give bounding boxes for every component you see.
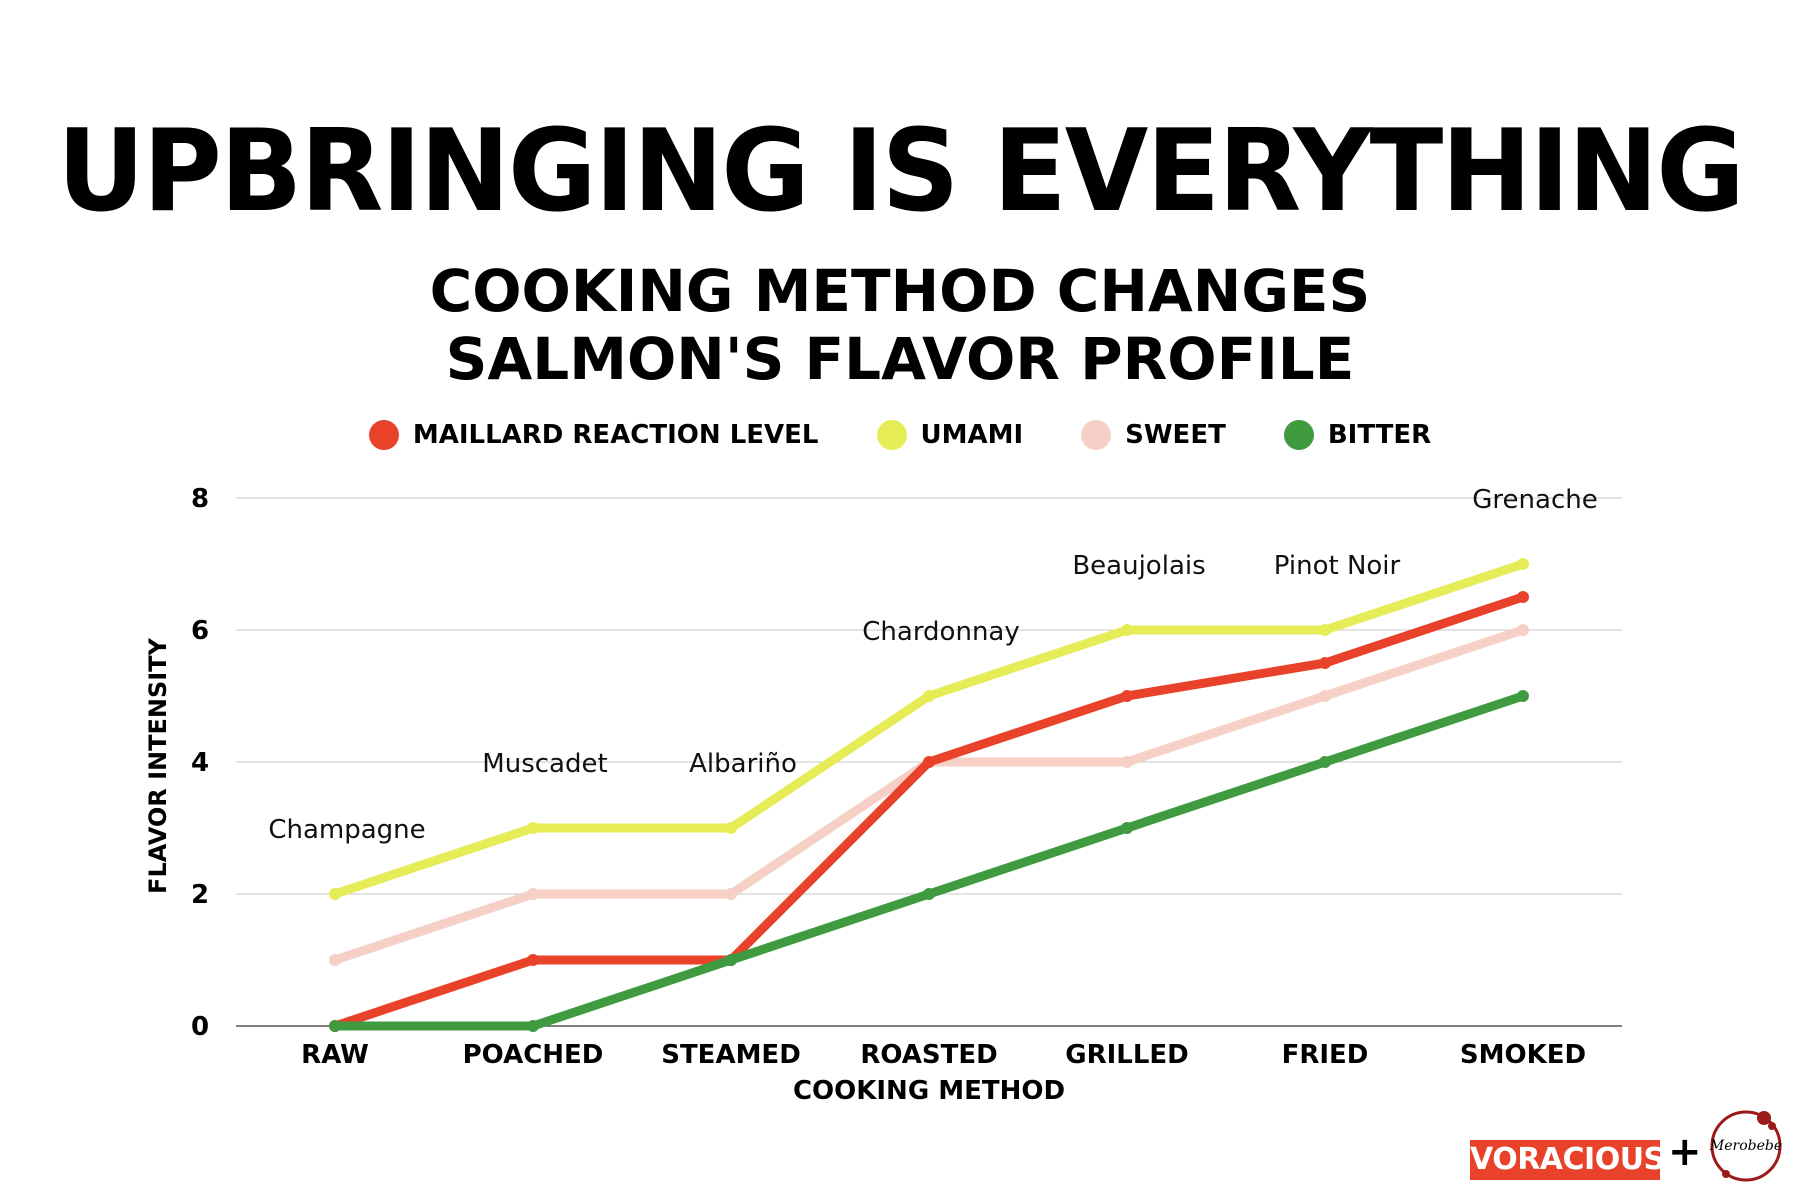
data-point-bitter bbox=[1121, 822, 1133, 834]
y-axis-label: FLAVOR INTENSITY bbox=[144, 637, 172, 893]
wine-annotation: Beaujolais bbox=[1072, 551, 1205, 581]
data-point-bitter bbox=[527, 1020, 539, 1032]
x-tick-label: POACHED bbox=[463, 1040, 604, 1070]
series-line-bitter bbox=[330, 691, 1528, 1031]
data-point-bitter bbox=[329, 1020, 341, 1032]
y-tick-label: 4 bbox=[191, 748, 209, 778]
series-line-umami bbox=[330, 559, 1528, 899]
legend-swatch-bitter bbox=[1283, 420, 1314, 450]
plus-sign: + bbox=[1668, 1129, 1702, 1175]
data-point-sweet bbox=[527, 888, 539, 900]
data-point-maillard-reaction-level bbox=[1517, 591, 1529, 603]
data-point-umami bbox=[1319, 624, 1331, 636]
chart-legend: MAILLARD REACTION LEVEL UMAMI SWEET BITT… bbox=[0, 420, 1800, 450]
legend-item-umami: UMAMI bbox=[876, 420, 1024, 450]
data-point-maillard-reaction-level bbox=[1319, 657, 1331, 669]
legend-swatch-sweet bbox=[1081, 420, 1112, 450]
legend-item-maillard: MAILLARD REACTION LEVEL bbox=[368, 420, 819, 450]
data-point-maillard-reaction-level bbox=[1121, 690, 1133, 702]
data-point-umami bbox=[329, 888, 341, 900]
y-tick-label: 6 bbox=[191, 616, 209, 646]
data-point-sweet bbox=[1517, 624, 1529, 636]
data-point-umami bbox=[1121, 624, 1133, 636]
legend-label-bitter: BITTER bbox=[1327, 420, 1432, 450]
y-tick-label: 8 bbox=[191, 484, 209, 514]
data-point-bitter bbox=[923, 888, 935, 900]
data-point-umami bbox=[725, 822, 737, 834]
legend-label-sweet: SWEET bbox=[1125, 420, 1226, 450]
wine-annotation: Champagne bbox=[268, 815, 425, 845]
voracious-logo: VORACIOUS bbox=[1470, 1140, 1665, 1180]
data-point-umami bbox=[923, 690, 935, 702]
data-point-bitter bbox=[1517, 690, 1529, 702]
legend-swatch-maillard bbox=[368, 420, 399, 450]
wine-annotation: Grenache bbox=[1472, 485, 1597, 515]
data-point-umami bbox=[527, 822, 539, 834]
data-point-bitter bbox=[1319, 756, 1331, 768]
wine-annotation: Albariño bbox=[689, 749, 797, 779]
x-tick-label: GRILLED bbox=[1065, 1040, 1189, 1070]
data-point-maillard-reaction-level bbox=[923, 756, 935, 768]
page-title: UPBRINGING IS EVERYTHING bbox=[57, 105, 1745, 238]
x-tick-label: ROASTED bbox=[860, 1040, 997, 1070]
svg-text:Merobebe: Merobebe bbox=[1709, 1138, 1782, 1154]
data-point-umami bbox=[1517, 558, 1529, 570]
wine-annotation: Pinot Noir bbox=[1274, 551, 1401, 581]
data-point-sweet bbox=[725, 888, 737, 900]
data-point-sweet bbox=[329, 954, 341, 966]
legend-label-umami: UMAMI bbox=[920, 420, 1024, 450]
x-axis-label: COOKING METHOD bbox=[793, 1076, 1065, 1106]
legend-label-maillard: MAILLARD REACTION LEVEL bbox=[412, 420, 819, 450]
series-line-sweet bbox=[330, 625, 1528, 965]
data-point-sweet bbox=[1121, 756, 1133, 768]
legend-item-bitter: BITTER bbox=[1283, 420, 1432, 450]
data-point-bitter bbox=[725, 954, 737, 966]
data-point-maillard-reaction-level bbox=[527, 954, 539, 966]
subtitle-line-2: SALMON'S FLAVOR PROFILE bbox=[445, 325, 1355, 393]
wine-annotation: Muscadet bbox=[482, 749, 607, 779]
x-tick-label: RAW bbox=[301, 1040, 369, 1070]
x-tick-label: FRIED bbox=[1282, 1040, 1369, 1070]
legend-swatch-umami bbox=[876, 420, 907, 450]
x-tick-label: STEAMED bbox=[661, 1040, 801, 1070]
subtitle-line-1: COOKING METHOD CHANGES bbox=[429, 257, 1371, 325]
merobebe-logo: Merobebe bbox=[1709, 1110, 1782, 1182]
x-tick-label: SMOKED bbox=[1460, 1040, 1586, 1070]
legend-item-sweet: SWEET bbox=[1081, 420, 1226, 450]
y-tick-label: 2 bbox=[191, 880, 209, 910]
series-line-maillard-reaction-level bbox=[330, 592, 1528, 1031]
wine-annotation: Chardonnay bbox=[862, 617, 1020, 647]
y-tick-label: 0 bbox=[191, 1012, 209, 1042]
data-point-sweet bbox=[1319, 690, 1331, 702]
